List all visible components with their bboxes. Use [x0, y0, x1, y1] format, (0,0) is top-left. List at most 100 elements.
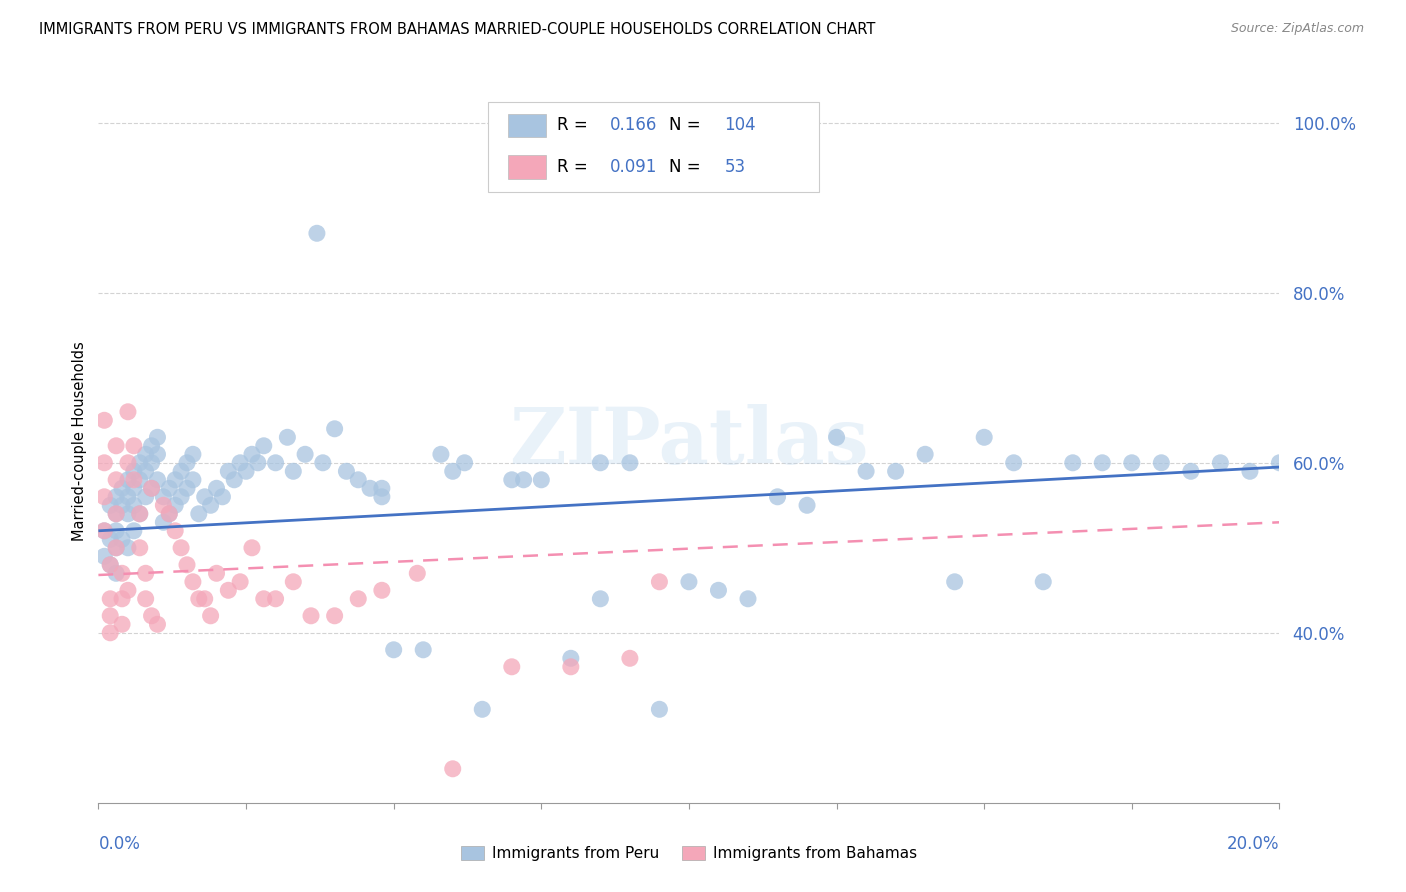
Point: [141, 481, 163, 495]
Point: [105, 541, 128, 555]
Point: [105, 524, 128, 538]
Point: [128, 507, 150, 521]
Point: [170, 464, 193, 478]
Point: [93, 524, 115, 538]
Point: [152, 516, 174, 530]
Point: [152, 498, 174, 512]
Point: [305, 227, 328, 241]
Point: [347, 473, 370, 487]
Point: [229, 574, 252, 589]
Point: [619, 456, 641, 470]
Text: 0.166: 0.166: [610, 116, 657, 134]
Point: [217, 464, 239, 478]
Point: [93, 413, 115, 427]
Point: [98, 498, 121, 512]
Point: [157, 481, 180, 495]
Point: [589, 456, 612, 470]
Point: [1150, 456, 1173, 470]
Point: [181, 447, 204, 461]
Point: [105, 439, 128, 453]
Legend: Immigrants from Peru, Immigrants from Bahamas: Immigrants from Peru, Immigrants from Ba…: [456, 840, 922, 867]
Point: [122, 524, 145, 538]
Point: [117, 473, 139, 487]
Point: [406, 566, 429, 581]
Point: [1268, 456, 1291, 470]
Point: [141, 456, 163, 470]
Point: [914, 447, 936, 461]
Point: [165, 524, 187, 538]
Point: [194, 591, 217, 606]
Point: [117, 507, 139, 521]
FancyBboxPatch shape: [488, 102, 818, 193]
Text: 0.0%: 0.0%: [98, 835, 141, 854]
Point: [200, 498, 222, 512]
Point: [122, 439, 145, 453]
Point: [200, 608, 222, 623]
Point: [117, 583, 139, 598]
Point: [128, 456, 150, 470]
Point: [235, 464, 257, 478]
Point: [312, 456, 335, 470]
Point: [382, 642, 405, 657]
Point: [240, 541, 263, 555]
Point: [501, 473, 523, 487]
Point: [146, 617, 169, 632]
Point: [530, 473, 553, 487]
Point: [141, 608, 163, 623]
Point: [93, 456, 115, 470]
Point: [737, 591, 759, 606]
Point: [105, 490, 128, 504]
Text: R =: R =: [557, 158, 593, 176]
Point: [98, 558, 121, 572]
Point: [283, 574, 305, 589]
Point: [1091, 456, 1114, 470]
Point: [276, 430, 298, 444]
Point: [146, 447, 169, 461]
Point: [93, 524, 115, 538]
Point: [98, 625, 121, 640]
Point: [105, 541, 128, 555]
Point: [98, 533, 121, 547]
Point: [512, 473, 534, 487]
Point: [146, 473, 169, 487]
Point: [146, 430, 169, 444]
Point: [152, 490, 174, 504]
Point: [135, 591, 157, 606]
Point: [194, 490, 217, 504]
Point: [589, 591, 612, 606]
Point: [371, 490, 394, 504]
Point: [117, 456, 139, 470]
Point: [135, 490, 157, 504]
Point: [141, 481, 163, 495]
Point: [246, 456, 269, 470]
Point: [122, 498, 145, 512]
Point: [560, 651, 582, 665]
Point: [122, 481, 145, 495]
Text: 0.091: 0.091: [610, 158, 657, 176]
Point: [205, 566, 228, 581]
Point: [165, 498, 187, 512]
Point: [93, 490, 115, 504]
Text: IMMIGRANTS FROM PERU VS IMMIGRANTS FROM BAHAMAS MARRIED-COUPLE HOUSEHOLDS CORREL: IMMIGRANTS FROM PERU VS IMMIGRANTS FROM …: [39, 22, 876, 37]
Point: [1062, 456, 1084, 470]
Point: [135, 464, 157, 478]
Point: [111, 617, 134, 632]
Point: [135, 447, 157, 461]
Point: [441, 762, 464, 776]
Point: [105, 507, 128, 521]
Point: [501, 660, 523, 674]
Point: [135, 566, 157, 581]
Point: [128, 541, 150, 555]
Point: [283, 464, 305, 478]
Point: [170, 541, 193, 555]
Point: [240, 447, 263, 461]
Point: [111, 566, 134, 581]
Point: [1239, 464, 1261, 478]
Point: [176, 481, 198, 495]
Text: R =: R =: [557, 116, 593, 134]
Point: [176, 456, 198, 470]
Point: [678, 574, 700, 589]
Point: [117, 405, 139, 419]
Point: [111, 481, 134, 495]
Text: N =: N =: [669, 158, 706, 176]
